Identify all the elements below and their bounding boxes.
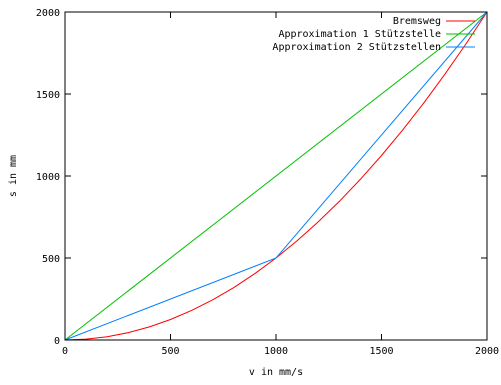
axis-ticks: 0 500 1000 1500 2000 0 500 1000 1500 2000 (36, 8, 499, 357)
x-tick-label: 0 (62, 346, 68, 357)
legend: Bremsweg Approximation 1 Stützstelle Appro… (272, 16, 475, 53)
legend-label: Bremsweg (393, 16, 441, 27)
series-line-3 (64, 11, 488, 341)
x-axis-label: v in mm/s (249, 367, 303, 378)
x-tick-label: 500 (161, 346, 179, 357)
x-tick-label: 1500 (369, 346, 393, 357)
y-tick-label: 2000 (36, 8, 60, 19)
y-tick-label: 1000 (36, 172, 60, 183)
plot-series-layer (64, 11, 488, 341)
x-tick-label: 2000 (475, 346, 499, 357)
x-tick-label: 1000 (264, 346, 288, 357)
y-axis-label: s in mm (8, 155, 19, 197)
y-tick-label: 500 (42, 254, 60, 265)
y-tick-label: 1500 (36, 90, 60, 101)
y-tick-label: 0 (54, 336, 60, 347)
legend-label: Approximation 1 Stützstelle (278, 29, 441, 40)
legend-label: Approximation 2 Stützstellen (272, 42, 441, 53)
series-line-2 (64, 11, 488, 341)
